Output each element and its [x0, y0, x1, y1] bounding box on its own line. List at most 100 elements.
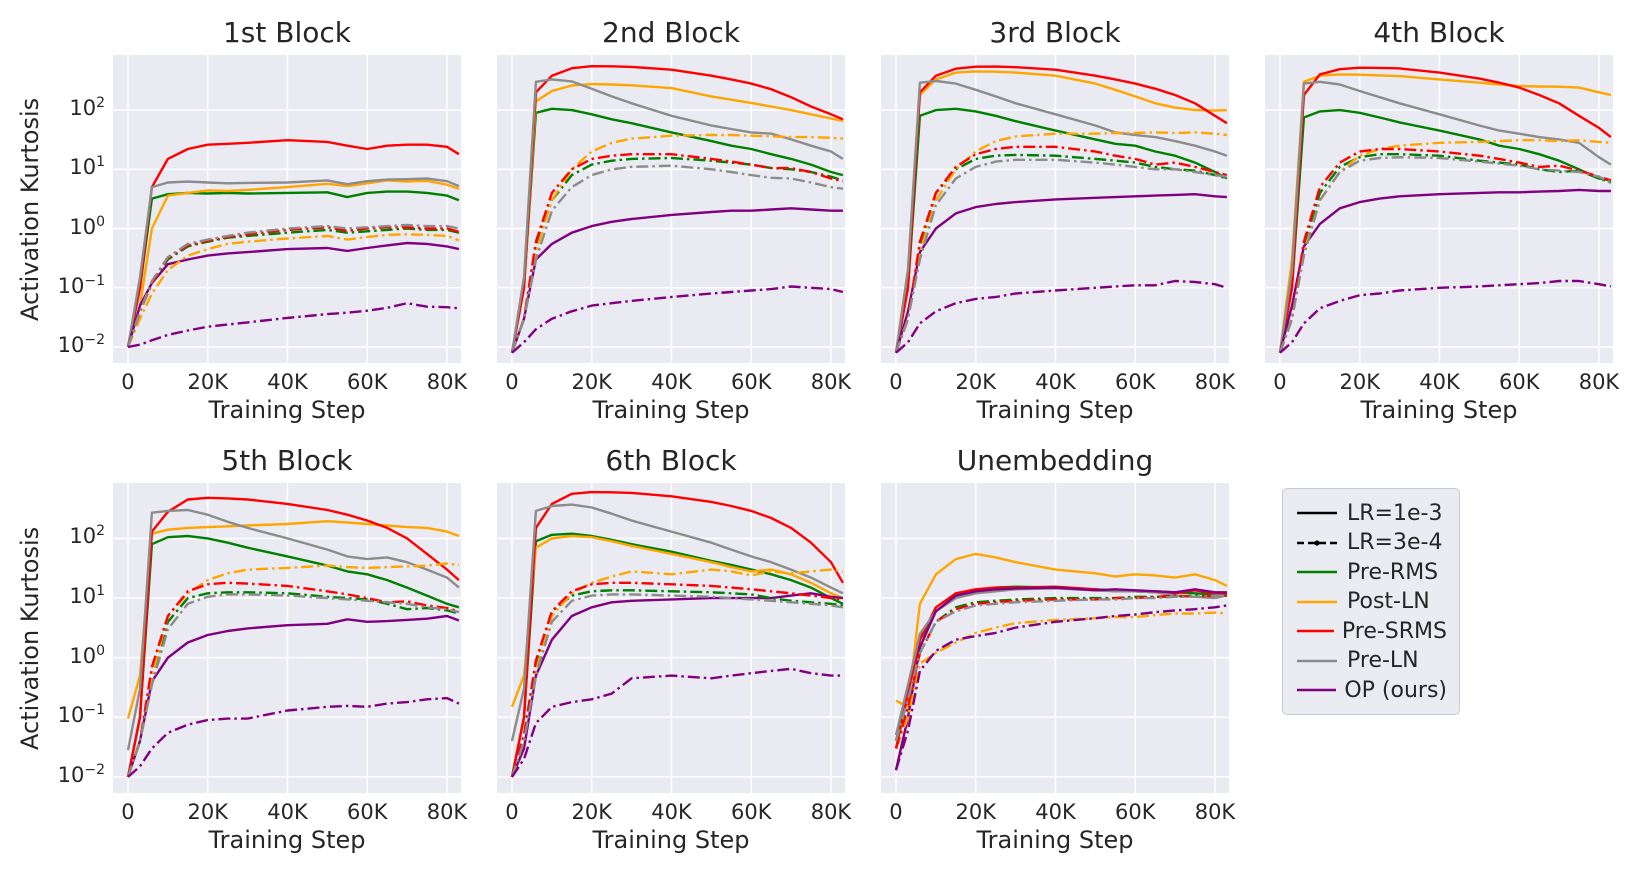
series-op-ours--lr3e-4 — [511, 667, 843, 778]
x-axis-label: Training Step — [208, 826, 366, 854]
legend-item: LR=3e-4 — [1295, 529, 1447, 557]
x-tick-label: 80K — [810, 800, 852, 824]
series-pre-srms-lr3e-4 — [1278, 147, 1612, 354]
series-pre-srms-lr1e-3 — [510, 490, 844, 778]
series-pre-ln-lr1e-3 — [510, 78, 844, 353]
x-tick-label: 0 — [121, 800, 135, 824]
series-post-ln-lr1e-3 — [126, 179, 460, 348]
series-post-ln-lr3e-4 — [894, 131, 1228, 354]
x-tick-label: 20K — [1339, 370, 1380, 394]
series-post-ln-lr3e-4 — [510, 568, 844, 778]
series-pre-rms-lr1e-3 — [510, 107, 844, 353]
x-tick-label: 20K — [955, 370, 996, 394]
x-tick-label: 20K — [187, 370, 228, 394]
x-tick-label: 80K — [1194, 800, 1236, 824]
x-tick-label: 80K — [1194, 370, 1236, 394]
series-op-ours--lr1e-3 — [126, 614, 460, 778]
y-tick-label: 10−1 — [57, 702, 105, 728]
series-post-ln-lr3e-4 — [510, 133, 843, 354]
legend-line-sample — [1297, 570, 1337, 574]
series-pre-srms-lr3e-4 — [894, 145, 1228, 354]
series-op-ours--lr3e-4 — [127, 301, 460, 349]
legend-line-sample — [1297, 539, 1337, 546]
x-axis-label: Training Step — [592, 396, 750, 424]
panel-title-unembedding: Unembedding — [956, 444, 1154, 477]
x-tick-label: 40K — [267, 370, 308, 394]
y-tick-label: 10−2 — [57, 332, 105, 357]
x-tick-label: 20K — [955, 800, 996, 824]
series-op-ours--lr3e-4 — [894, 604, 1228, 771]
legend-item: Pre-LN — [1295, 647, 1447, 675]
x-tick-label: 60K — [730, 370, 772, 394]
legend-item-label: LR=1e-3 — [1347, 500, 1443, 526]
series-pre-rms-lr3e-4 — [126, 227, 460, 348]
x-tick-label: 60K — [1114, 800, 1156, 824]
series-pre-ln-lr3e-4 — [510, 164, 844, 354]
x-axis-label: Training Step — [976, 396, 1134, 424]
series-post-ln-lr3e-4 — [126, 233, 460, 348]
series-pre-ln-lr1e-3 — [126, 177, 460, 348]
y-tick-label: 102 — [69, 95, 105, 121]
series-op-ours--lr1e-3 — [510, 592, 844, 778]
legend-item-label: Post-LN — [1347, 589, 1430, 614]
x-tick-label: 80K — [1578, 370, 1620, 394]
series-pre-rms-lr1e-3 — [894, 107, 1228, 353]
series-pre-rms-lr1e-3 — [1278, 108, 1612, 353]
series-pre-ln-lr3e-4 — [894, 594, 1227, 742]
panel-title-1st-block: 1st Block — [222, 16, 351, 49]
legend-line-sample — [1297, 600, 1337, 603]
panel-2nd-block — [497, 55, 845, 363]
series-post-ln-lr1e-3 — [126, 520, 460, 719]
x-tick-label: 60K — [346, 800, 388, 824]
series-pre-ln-lr1e-3 — [126, 508, 460, 751]
legend-item-label: OP (ours) — [1344, 677, 1447, 703]
series-pre-srms-lr3e-4 — [126, 226, 460, 348]
series-op-ours--lr1e-3 — [126, 241, 460, 348]
series-pre-rms-lr1e-3 — [510, 532, 844, 778]
panel-title-3rd-block: 3rd Block — [989, 16, 1121, 49]
panel-title-4th-block: 4th Block — [1373, 16, 1505, 49]
legend-line-sample — [1297, 511, 1337, 515]
series-pre-rms-lr1e-3 — [126, 534, 460, 778]
x-tick-label: 20K — [187, 800, 228, 824]
x-tick-label: 40K — [651, 800, 692, 824]
series-op-ours--lr1e-3 — [510, 207, 843, 354]
x-tick-label: 0 — [1273, 370, 1287, 394]
legend-item: LR=1e-3 — [1295, 499, 1447, 527]
y-tick-label: 102 — [69, 523, 105, 549]
series-op-ours--lr3e-4 — [1279, 279, 1612, 354]
y-tick-label: 100 — [69, 213, 105, 239]
panel-title-6th-block: 6th Block — [605, 444, 737, 477]
series-op-ours--lr3e-4 — [895, 279, 1228, 354]
legend-item-label: Pre-LN — [1347, 648, 1419, 673]
x-tick-label: 20K — [571, 800, 612, 824]
x-axis-label: Training Step — [592, 826, 750, 854]
series-pre-ln-lr3e-4 — [894, 158, 1228, 354]
x-tick-label: 80K — [426, 800, 468, 824]
legend-item-label: Pre-SRMS — [1341, 618, 1447, 644]
x-tick-label: 60K — [346, 370, 388, 394]
x-axis-label: Training Step — [1360, 396, 1518, 424]
series-pre-srms-lr3e-4 — [126, 581, 460, 778]
panel-4th-block — [1265, 55, 1613, 363]
x-tick-label: 0 — [121, 370, 135, 394]
x-tick-label: 40K — [267, 800, 308, 824]
x-tick-label: 40K — [651, 370, 692, 394]
y-tick-label: 10−1 — [57, 272, 105, 298]
panel-6th-block — [497, 483, 845, 793]
y-tick-label: 100 — [69, 642, 105, 668]
series-pre-ln-lr3e-4 — [126, 593, 460, 778]
series-op-ours--lr3e-4 — [511, 285, 844, 354]
series-op-ours--lr3e-4 — [127, 696, 460, 778]
panel-3rd-block — [881, 55, 1229, 363]
x-tick-label: 0 — [505, 370, 519, 394]
y-axis-label: Activation Kurtosis — [16, 526, 44, 750]
legend-item: OP (ours) — [1295, 676, 1447, 704]
legend-line-sample — [1297, 629, 1334, 633]
y-tick-label: 101 — [69, 154, 105, 180]
x-tick-label: 0 — [505, 800, 519, 824]
series-pre-ln-lr1e-3 — [1278, 80, 1612, 353]
legend-item: Pre-RMS — [1295, 558, 1447, 586]
x-tick-label: 20K — [571, 370, 612, 394]
legend-item-label: Pre-RMS — [1347, 559, 1439, 585]
